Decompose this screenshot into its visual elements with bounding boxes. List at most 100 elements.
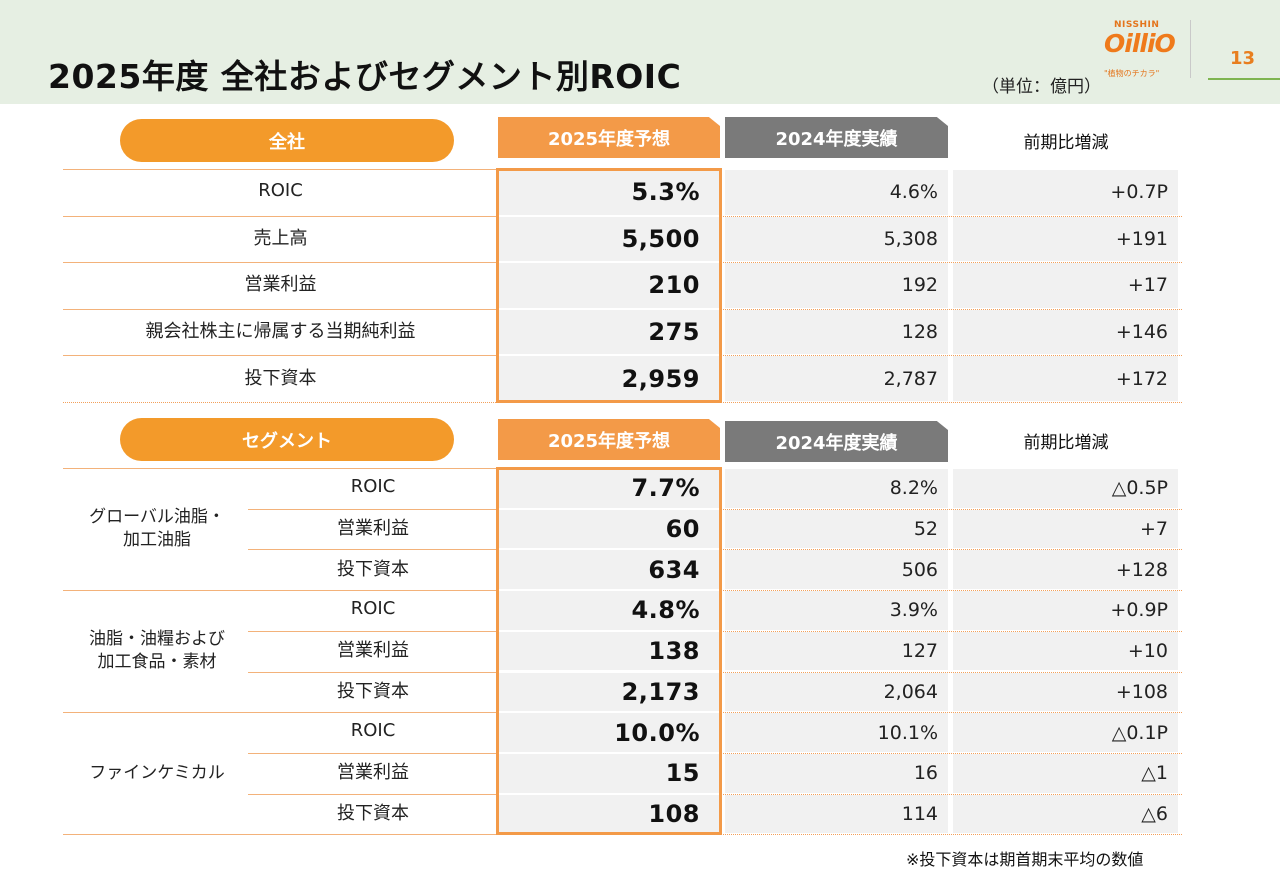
forecast-highlight-frame (496, 467, 722, 836)
row-label: ROIC (350, 597, 396, 619)
actual-value: 127 (725, 631, 948, 671)
segment-group-label: グローバル油脂・ 加工油脂 (89, 507, 225, 551)
row-label: 投下資本 (244, 367, 317, 389)
row-label: ROIC (350, 475, 396, 497)
row-label: 営業利益 (337, 762, 409, 784)
row-rule-right (720, 712, 1182, 714)
segment-group-label: ファインケミカル (89, 762, 225, 783)
page-title: 2025年度 全社およびセグメント別ROIC (48, 57, 682, 96)
actual-value: 2,064 (725, 672, 948, 712)
diff-value: +0.7P (953, 170, 1178, 215)
row-rule-left (63, 215, 498, 217)
forecast-cell-bg (498, 170, 720, 215)
forecast-cell-bg (498, 356, 720, 401)
segment-group-label: 油脂・油糧および 加工食品・素材 (89, 629, 225, 673)
row-label: 営業利益 (337, 640, 409, 662)
table-row: ROIC 4.8% 3.9% +0.9P (0, 591, 1280, 630)
table-row: 営業利益 210 192 +17 (0, 263, 1280, 308)
forecast-value: 275 (648, 318, 700, 347)
forecast-highlight-frame (496, 168, 722, 403)
row-label: 投下資本 (337, 802, 409, 824)
row-rule-left (63, 262, 498, 264)
row-rule-left (248, 793, 498, 795)
actual-value: 3.9% (725, 591, 948, 630)
actual-value: 2,787 (725, 356, 948, 401)
unit-note: （単位：億円） (982, 77, 1101, 97)
diff-value: +191 (953, 216, 1178, 262)
table-row: ROIC 5.3% 4.6% +0.7P (0, 170, 1280, 215)
company-section-pill: 全社 (120, 119, 454, 162)
footnote: ※投下資本は期首期末平均の数値 (906, 850, 1144, 869)
row-rule-right (720, 308, 1182, 310)
forecast-column-header: 2025年度予想 (498, 117, 720, 158)
table-row: 投下資本 634 506 +128 (0, 550, 1280, 590)
row-rule-right (720, 834, 1182, 836)
diff-value: +172 (953, 356, 1178, 401)
forecast-cell-bg (498, 550, 720, 590)
forecast-cell-bg (498, 713, 720, 752)
segment-section-pill: セグメント (120, 418, 454, 461)
page-number-underline (1208, 78, 1280, 80)
forecast-cell-bg (498, 509, 720, 549)
actual-value: 4.6% (725, 170, 948, 215)
row-rule-right (720, 402, 1182, 403)
row-label: 親会社株主に帰属する当期純利益 (145, 321, 416, 343)
diff-value: +128 (953, 550, 1178, 590)
row-rule-left (248, 549, 498, 551)
forecast-value: 10.0% (614, 718, 700, 747)
forecast-value: 7.7% (631, 474, 700, 503)
forecast-cell-bg (498, 631, 720, 671)
actual-value: 128 (725, 309, 948, 355)
table-row: ROIC 10.0% 10.1% △0.1P (0, 713, 1280, 752)
diff-value: △0.5P (953, 469, 1178, 508)
diff-column-header: 前期比増減 (1023, 133, 1109, 153)
diff-value: +146 (953, 309, 1178, 355)
table-row: 投下資本 2,173 2,064 +108 (0, 672, 1280, 712)
forecast-value: 138 (648, 637, 700, 666)
row-rule-right (720, 355, 1182, 357)
actual-value: 10.1% (725, 713, 948, 752)
row-rule-right (720, 630, 1182, 632)
company-logo: NISSHIN OilliO "植物のチカラ" (1100, 20, 1180, 82)
logo-brand-top: NISSHIN (1114, 20, 1160, 30)
diff-value: △0.1P (953, 713, 1178, 752)
row-rule-right (720, 671, 1182, 673)
diff-value: +17 (953, 263, 1178, 308)
row-rule-right (720, 752, 1182, 754)
row-rule-left (63, 712, 498, 714)
forecast-column-header-segment: 2025年度予想 (498, 419, 720, 460)
row-rule-left (248, 508, 498, 510)
page-number: 13 (1230, 48, 1256, 69)
row-rule-right (720, 215, 1182, 217)
table-row: 投下資本 108 114 △6 (0, 794, 1280, 834)
forecast-cell-bg (498, 263, 720, 308)
actual-column-header: 2024年度実績 (725, 117, 948, 158)
header-divider (1190, 20, 1191, 78)
row-rule-left (63, 834, 498, 836)
actual-value: 52 (725, 509, 948, 549)
diff-value: △1 (953, 753, 1178, 793)
table-row: 投下資本 2,959 2,787 +172 (0, 356, 1280, 401)
row-rule-left (63, 590, 498, 592)
actual-value: 114 (725, 794, 948, 834)
actual-value: 8.2% (725, 469, 948, 508)
actual-value: 192 (725, 263, 948, 308)
row-label: 営業利益 (337, 518, 409, 540)
row-label: 投下資本 (337, 680, 409, 702)
diff-value: +0.9P (953, 591, 1178, 630)
row-label: ROIC (258, 179, 303, 201)
logo-brand-main: OilliO (1104, 29, 1176, 58)
logo-tagline: "植物のチカラ" (1104, 69, 1160, 78)
table-row: ROIC 7.7% 8.2% △0.5P (0, 469, 1280, 508)
row-rule-left (248, 752, 498, 754)
diff-value: +108 (953, 672, 1178, 712)
forecast-cell-bg (498, 309, 720, 355)
forecast-value: 108 (648, 799, 700, 828)
forecast-cell-bg (498, 794, 720, 834)
actual-value: 16 (725, 753, 948, 793)
row-label: ROIC (350, 720, 396, 742)
actual-value: 506 (725, 550, 948, 590)
row-rule-left (63, 308, 498, 310)
table-row: 営業利益 138 127 +10 (0, 631, 1280, 671)
row-rule-left (63, 355, 498, 357)
